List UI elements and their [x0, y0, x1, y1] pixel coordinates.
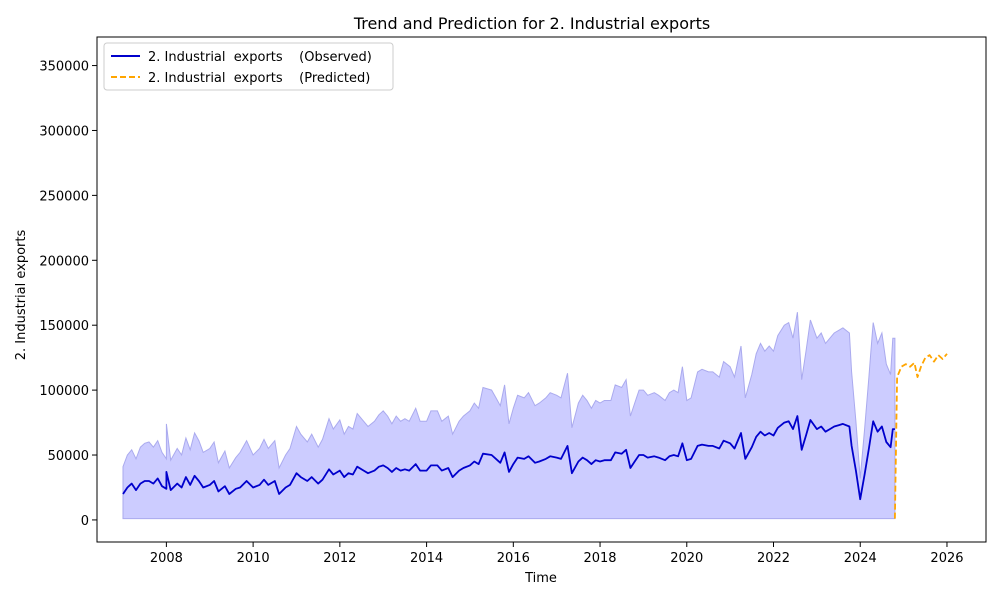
y-tick-label: 250000 [39, 189, 89, 204]
y-axis-label: 2. Industrial exports [14, 230, 29, 361]
axes: 2008 2010 2012 2014 2016 2018 2020 2022 2024 2026… [39, 60, 963, 566]
y-tick-label: 100000 [39, 384, 89, 399]
plot-frame [96, 36, 987, 543]
y-tick-label: 200000 [39, 254, 89, 269]
chart-title: Trend and Prediction for 2. Industrial e… [353, 14, 710, 33]
x-tick-label: 2016 [497, 551, 530, 566]
legend-predicted-label: 2. Industrial exports (Predicted) [148, 71, 370, 86]
x-tick-label: 2020 [670, 551, 703, 566]
y-tick-label: 50000 [48, 449, 89, 464]
legend-observed-label: 2. Industrial exports (Observed) [148, 50, 372, 65]
observed-series-line [122, 415, 895, 501]
x-tick-label: 2008 [150, 551, 183, 566]
y-tick-label: 300000 [39, 124, 89, 139]
plot-area [122, 312, 948, 520]
x-tick-label: 2018 [583, 551, 616, 566]
y-tick-label: 350000 [39, 60, 89, 75]
x-tick-label: 2022 [757, 551, 790, 566]
x-tick-label: 2012 [323, 551, 356, 566]
legend-box [103, 42, 394, 91]
x-tick-label: 2024 [844, 551, 877, 566]
y-tick-label: 0 [81, 514, 89, 529]
x-axis-label: Time [524, 571, 557, 586]
x-tick-label: 2010 [237, 551, 270, 566]
x-tick-label: 2014 [410, 551, 443, 566]
legend: 2. Industrial exports (Observed) 2. Indu… [103, 42, 394, 91]
x-tick-label: 2026 [930, 551, 963, 566]
predicted-series-line [894, 353, 948, 519]
y-tick-label: 150000 [39, 319, 89, 334]
